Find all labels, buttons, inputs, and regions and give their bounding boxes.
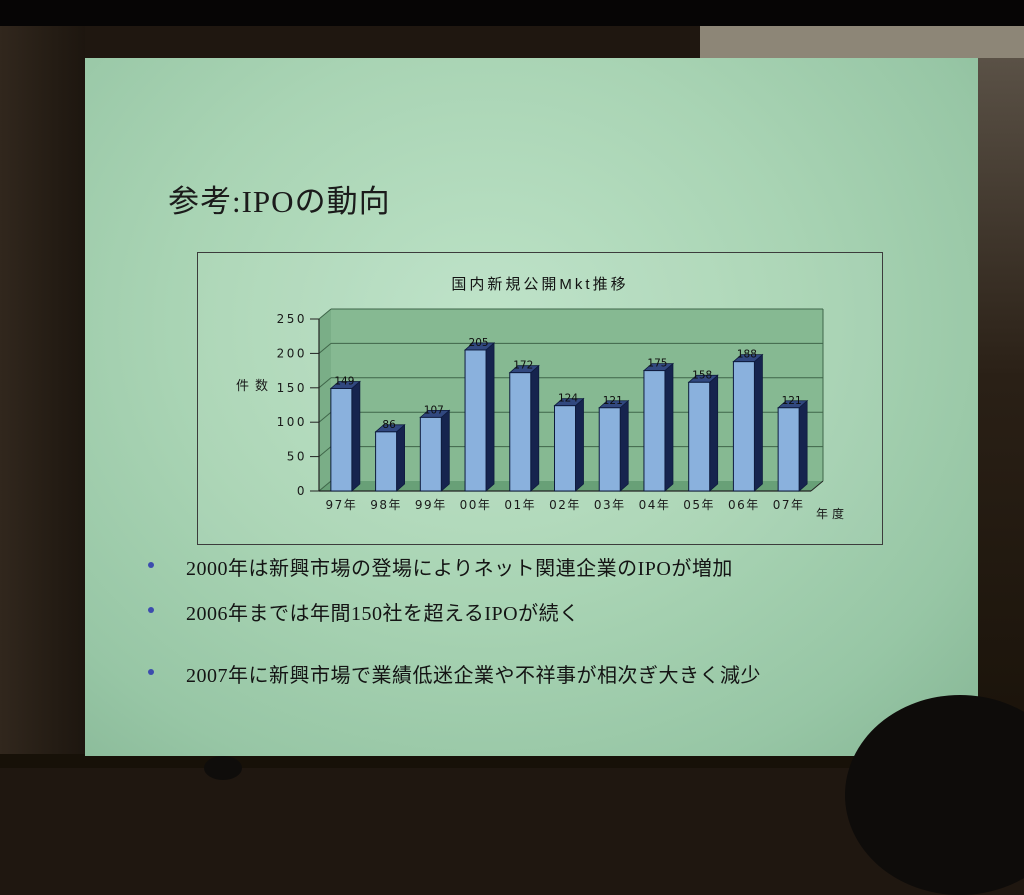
svg-text:172: 172 <box>513 360 533 372</box>
svg-text:00年: 00年 <box>460 498 492 512</box>
svg-text:97年: 97年 <box>325 498 357 512</box>
svg-text:250: 250 <box>277 312 307 326</box>
svg-text:150: 150 <box>277 381 307 395</box>
svg-text:99年: 99年 <box>415 498 447 512</box>
svg-text:0: 0 <box>297 484 307 498</box>
svg-text:98年: 98年 <box>370 498 402 512</box>
svg-text:158: 158 <box>692 369 712 381</box>
bullet-dot <box>148 607 154 613</box>
svg-text:175: 175 <box>647 358 667 370</box>
slide-title: 参考:IPOの動向 <box>168 184 391 219</box>
svg-text:06年: 06年 <box>728 498 760 512</box>
bullet-text: 2000年は新興市場の登場によりネット関連企業のIPOが増加 <box>186 558 733 580</box>
svg-text:02年: 02年 <box>549 498 581 512</box>
projection-screen: 参考:IPOの動向 国内新規公開Mkt推移 0 50 100 150 200 250 149… <box>85 58 978 756</box>
bullet-dot <box>148 562 154 568</box>
chart-title: 国内新規公開Mkt推移 <box>451 276 629 293</box>
svg-text:121: 121 <box>782 395 802 407</box>
svg-text:04年: 04年 <box>639 498 671 512</box>
wall-area <box>700 26 1024 58</box>
svg-text:86: 86 <box>382 419 396 431</box>
svg-text:50: 50 <box>287 450 307 464</box>
svg-text:107: 107 <box>424 404 444 416</box>
bullet-text: 2006年までは年間150社を超えるIPOが続く <box>186 603 580 625</box>
camera-foreground-shadow <box>204 756 242 780</box>
svg-text:01年: 01年 <box>504 498 536 512</box>
room-bottom-shadow <box>0 754 1024 768</box>
bullet-item: 2000年は新興市場の登場によりネット関連企業のIPOが増加 <box>142 552 733 581</box>
svg-text:149: 149 <box>334 375 354 387</box>
svg-text:07年: 07年 <box>773 498 805 512</box>
chart-frame: 国内新規公開Mkt推移 0 50 100 150 200 250 149 97年 86 98年 10… <box>197 252 883 545</box>
room-ceiling-shadow <box>0 0 1024 26</box>
svg-text:121: 121 <box>603 395 623 407</box>
room-right-shadow <box>978 58 1024 768</box>
x-axis-label: 年度 <box>816 507 849 521</box>
svg-text:05年: 05年 <box>683 498 715 512</box>
bullet-item: 2006年までは年間150社を超えるIPOが続く <box>142 597 580 626</box>
svg-text:100: 100 <box>277 415 307 429</box>
bullet-dot <box>148 669 154 675</box>
y-axis-label: 件数 <box>236 378 275 393</box>
bullet-text: 2007年に新興市場で業績低迷企業や不祥事が相次ぎ大きく減少 <box>186 665 761 687</box>
bullet-item: 2007年に新興市場で業績低迷企業や不祥事が相次ぎ大きく減少 <box>142 659 761 688</box>
svg-text:205: 205 <box>469 337 489 349</box>
svg-text:124: 124 <box>558 393 578 405</box>
svg-text:03年: 03年 <box>594 498 626 512</box>
bar-chart: 0 50 100 150 200 250 149 97年 86 98年 107 99年 205 00年 17… <box>277 308 824 512</box>
room-left-shadow <box>0 26 85 768</box>
svg-text:200: 200 <box>277 346 307 360</box>
svg-text:188: 188 <box>737 349 757 361</box>
